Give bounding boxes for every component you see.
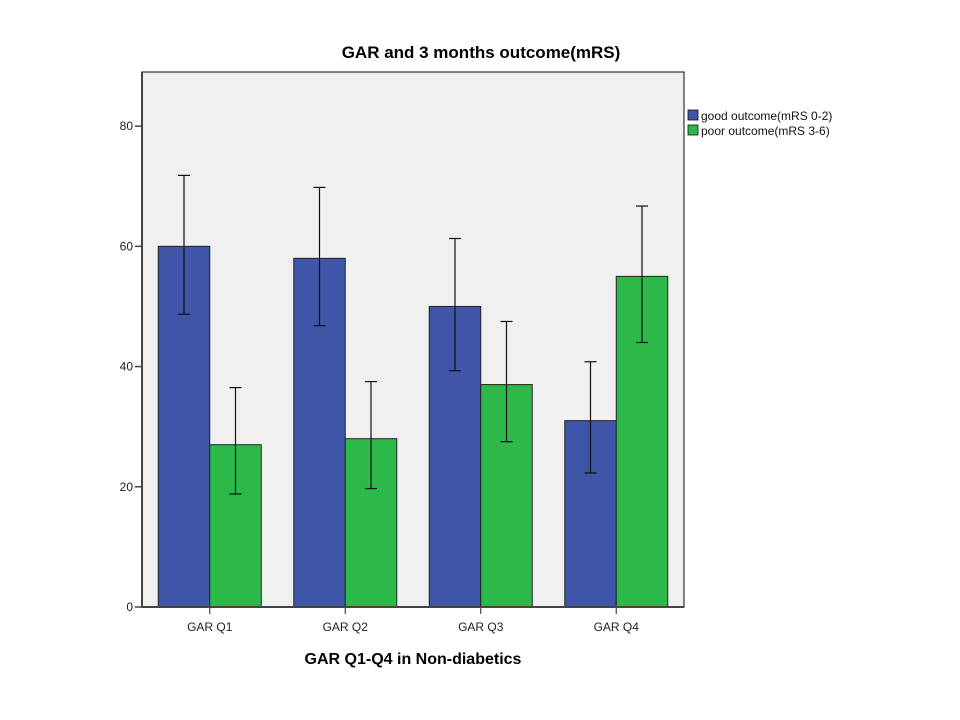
y-tick-label: 80 <box>120 119 134 133</box>
y-tick-label: 0 <box>126 600 133 614</box>
legend-label: poor outcome(mRS 3-6) <box>701 124 830 138</box>
chart-title: GAR and 3 months outcome(mRS) <box>342 43 621 62</box>
x-tick-label: GAR Q4 <box>594 620 640 634</box>
y-tick-label: 40 <box>120 360 134 374</box>
legend-swatch <box>687 109 699 121</box>
y-tick-label: 20 <box>120 480 134 494</box>
legend: good outcome(mRS 0-2)poor outcome(mRS 3-… <box>687 109 832 138</box>
x-axis-title: GAR Q1-Q4 in Non-diabetics <box>305 651 522 668</box>
x-tick-label: GAR Q2 <box>323 620 369 634</box>
legend-swatch <box>687 124 699 136</box>
legend-label: good outcome(mRS 0-2) <box>701 109 832 123</box>
x-tick-label: GAR Q3 <box>458 620 504 634</box>
y-tick-label: 60 <box>120 239 134 253</box>
x-tick-label: GAR Q1 <box>187 620 233 634</box>
